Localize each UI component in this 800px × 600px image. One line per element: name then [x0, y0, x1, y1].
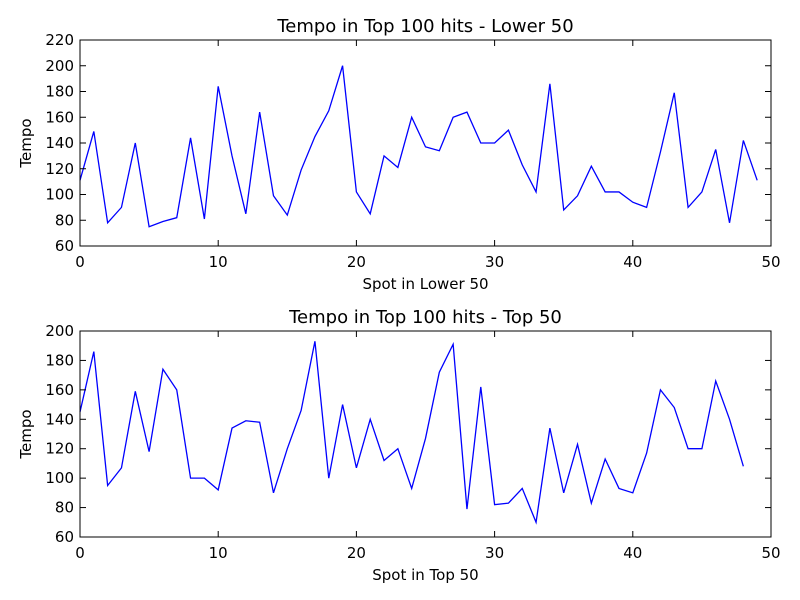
plot-frame	[79, 330, 772, 538]
y-tick-label: 60	[55, 528, 74, 546]
y-tick-label: 120	[45, 440, 74, 458]
chart-lower-50: 0 10 20 30 40 50 60 80 100 120 140 160 180 200 220 Temp…	[17, 16, 781, 293]
x-tick-label: 20	[347, 544, 366, 562]
y-tick-label: 60	[55, 237, 74, 255]
y-tick-label: 180	[45, 351, 74, 369]
plot-frame	[79, 39, 772, 247]
y-axis-label: Tempo	[17, 409, 35, 459]
y-tick-label: 140	[45, 134, 74, 152]
x-tick-label: 40	[623, 253, 642, 271]
y-axis-label: Tempo	[17, 118, 35, 168]
x-tick-label: 10	[209, 544, 228, 562]
y-tick-label: 220	[45, 31, 74, 49]
y-tick-label: 180	[45, 83, 74, 101]
chart-title: Tempo in Top 100 hits - Top 50	[288, 307, 562, 328]
y-tick-label: 80	[55, 211, 74, 229]
series-line	[79, 65, 758, 228]
x-tick-label: 30	[485, 544, 504, 562]
x-axis-label: Spot in Lower 50	[362, 275, 488, 293]
x-tick-label: 10	[209, 253, 228, 271]
x-tick-label: 50	[761, 544, 780, 562]
x-tick-label: 0	[75, 253, 85, 271]
y-tick-label: 80	[55, 499, 74, 517]
y-tick-label: 100	[45, 469, 74, 487]
chart-top-50: 0 10 20 30 40 50 60 80 100 120 140 160 180 200 Tempo i…	[17, 307, 781, 584]
x-tick-label: 30	[485, 253, 504, 271]
x-tick-label: 20	[347, 253, 366, 271]
x-tick-label: 0	[75, 544, 85, 562]
y-tick-label: 120	[45, 160, 74, 178]
y-tick-label: 200	[45, 57, 74, 75]
series-line	[79, 341, 744, 525]
x-axis-label: Spot in Top 50	[372, 566, 478, 584]
y-tick-label: 160	[45, 108, 74, 126]
y-tick-label: 100	[45, 186, 74, 204]
y-tick-label: 200	[45, 322, 74, 340]
x-tick-label: 50	[761, 253, 780, 271]
x-tick-label: 40	[623, 544, 642, 562]
y-tick-label: 140	[45, 410, 74, 428]
y-tick-label: 160	[45, 381, 74, 399]
chart-title: Tempo in Top 100 hits - Lower 50	[276, 16, 573, 37]
